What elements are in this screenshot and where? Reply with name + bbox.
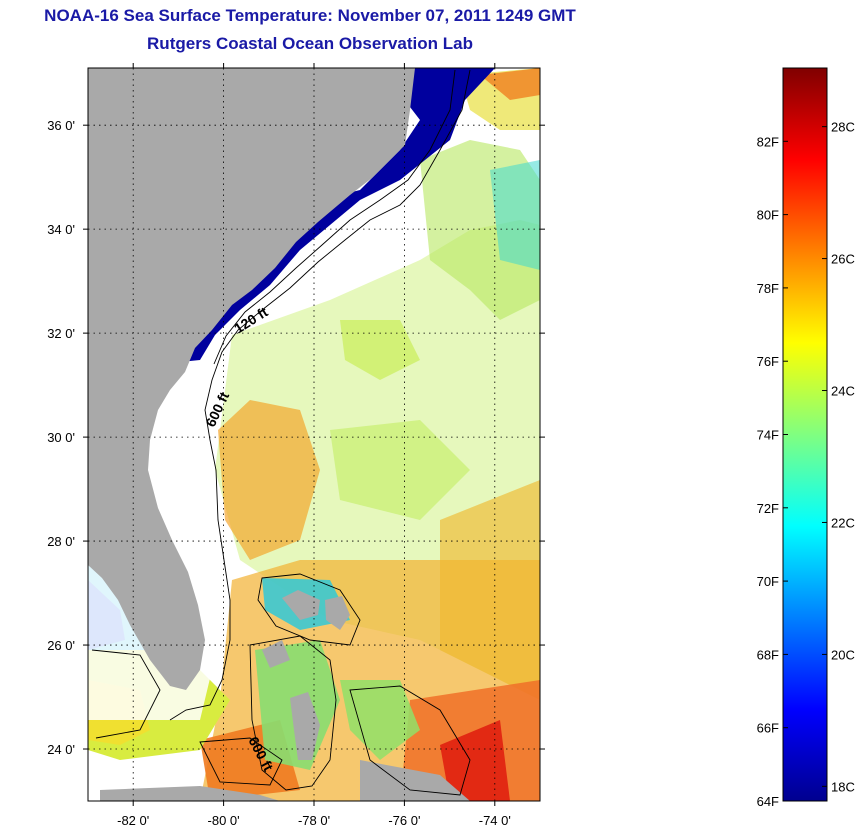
island-land — [325, 596, 350, 630]
isobath-contour — [349, 685, 471, 796]
lon-tick-label: -80 0' — [208, 813, 240, 828]
isobath-contour — [91, 649, 161, 739]
latitude-axis: 36 0' 34 0' 32 0' 30 0' 28 0' 26 0' 24 0' — [47, 118, 545, 757]
colorbar-c-label: 28C — [831, 120, 855, 135]
lat-tick-label: 28 0' — [47, 534, 75, 549]
lon-tick-label: -82 0' — [117, 813, 149, 828]
island-land — [360, 760, 470, 801]
colorbar-fahrenheit-ticks: 82F 80F 78F 76F 74F 72F 70F 68F 66F 64F — [757, 134, 788, 809]
colorbar-c-label: 18C — [831, 779, 855, 794]
colorbar-gradient — [783, 68, 827, 801]
colorbar-f-label: 72F — [757, 501, 779, 516]
colorbar-f-label: 82F — [757, 134, 779, 149]
colorbar-f-label: 78F — [757, 281, 779, 296]
colorbar-f-label: 74F — [757, 428, 779, 443]
lon-tick-label: -76 0' — [388, 813, 420, 828]
map-subtitle: Rutgers Coastal Ocean Observation Lab — [147, 34, 473, 53]
island-land — [262, 640, 290, 668]
island-land — [290, 692, 320, 760]
isobath-contour — [199, 737, 283, 786]
isobath-contour — [169, 69, 471, 721]
lat-tick-label: 30 0' — [47, 430, 75, 445]
colorbar-f-label: 68F — [757, 647, 779, 662]
colorbar-f-label: 66F — [757, 721, 779, 736]
island-land — [282, 590, 320, 620]
colorbar-f-label: 64F — [757, 794, 779, 809]
sst-map: 120 ft 600 ft 600 ft 36 0'34 0'32 0'30 0… — [47, 63, 545, 828]
colorbar-celsius-ticks: 28C 26C 24C 22C 20C 18C — [822, 120, 855, 794]
lat-lon-grid — [88, 68, 540, 801]
colorbar-c-label: 22C — [831, 515, 855, 530]
colorbar-c-label: 24C — [831, 384, 855, 399]
lon-tick-label: -74 0' — [479, 813, 511, 828]
isobath-contour — [249, 635, 337, 791]
lat-tick-label: 32 0' — [47, 326, 75, 341]
colorbar-c-label: 20C — [831, 647, 855, 662]
longitude-axis: -82 0' -80 0' -78 0' -76 0' -74 0' — [117, 63, 511, 828]
colorbar-f-label: 76F — [757, 354, 779, 369]
isobath-contour — [213, 69, 456, 365]
lat-tick-label: 34 0' — [47, 222, 75, 237]
map-title: NOAA-16 Sea Surface Temperature: Novembe… — [44, 6, 576, 25]
lat-tick-label: 24 0' — [47, 742, 75, 757]
lat-tick-label: 36 0' — [47, 118, 75, 133]
colorbar-f-label: 80F — [757, 208, 779, 223]
land-mask — [88, 68, 415, 690]
island-land — [100, 786, 280, 801]
isobath-contour — [257, 573, 361, 646]
colorbar-c-label: 26C — [831, 252, 855, 267]
coastal-cold-water — [178, 68, 495, 362]
colorbar-f-label: 70F — [757, 574, 779, 589]
lat-tick-label: 26 0' — [47, 638, 75, 653]
temperature-colorbar: 82F 80F 78F 76F 74F 72F 70F 68F 66F 64F 28C 26C 24C… — [757, 67, 855, 809]
lon-tick-label: -78 0' — [298, 813, 330, 828]
